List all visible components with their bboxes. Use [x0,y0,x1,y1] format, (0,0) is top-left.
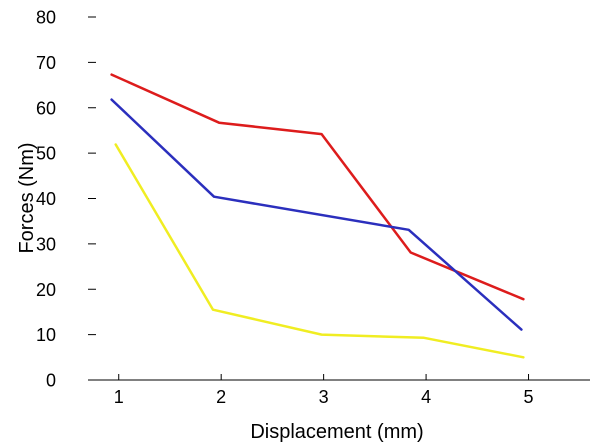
x-axis-ticks: 1 2 3 4 5 [114,374,534,407]
y-tick-label: 70 [36,53,56,73]
x-tick-label: 2 [216,387,226,407]
y-tick-label: 0 [46,371,56,391]
series-layer [110,73,525,359]
x-tick-label: 3 [319,387,329,407]
y-tick-label: 40 [36,189,56,209]
x-tick-label: 5 [524,387,534,407]
y-axis-label: Forces (Nm) [16,142,38,253]
y-tick-label: 60 [36,98,56,118]
series-line-1 [110,73,525,301]
y-tick-label: 20 [36,280,56,300]
x-tick-label: 4 [421,387,431,407]
y-tick-label: 30 [36,234,56,254]
x-tick-label: 1 [114,387,124,407]
y-tick-label: 10 [36,325,56,345]
y-tick-label: 50 [36,144,56,164]
y-axis-ticks: 0 10 20 30 40 50 60 70 80 [36,8,96,391]
series-line-3 [114,143,525,359]
series-line-2 [110,98,523,331]
y-tick-label: 80 [36,8,56,28]
x-axis-label: Displacement (mm) [250,421,423,442]
